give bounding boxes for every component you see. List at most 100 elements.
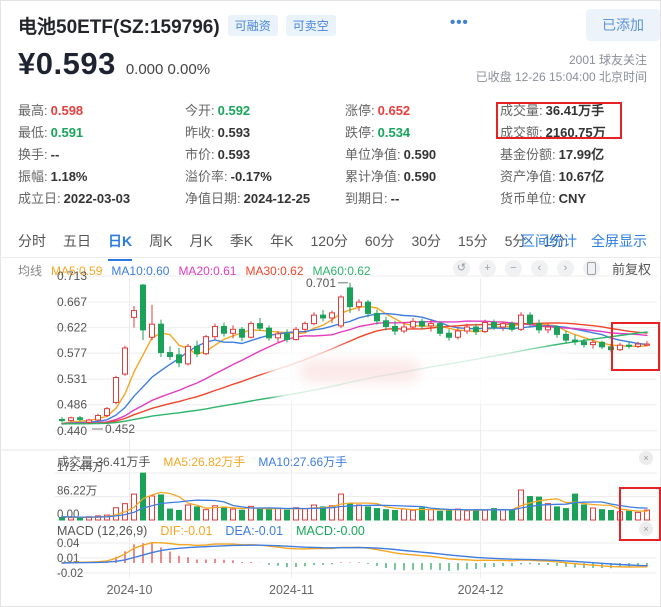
svg-text:0.713: 0.713 (57, 269, 87, 283)
macd-dif-label: DIF:-0.01 (160, 524, 213, 538)
svg-text:0.531: 0.531 (57, 372, 87, 386)
stat-换手: 换手: -- (18, 147, 60, 162)
svg-text:-0.02: -0.02 (57, 568, 83, 580)
volume-ma5-label: MA5:26.82万手 (163, 455, 246, 469)
stat-市价: 市价: 0.593 (185, 147, 251, 162)
stat-溢价率: 溢价率: -0.17% (185, 169, 272, 184)
stat-累计净值: 累计净值: 0.590 (345, 169, 437, 184)
tabs-divider (0, 257, 661, 258)
tab-60分[interactable]: 60分 (364, 233, 395, 249)
market-status: 已收盘 12-26 15:04:00 北京时间 (475, 70, 647, 84)
volume-ma10-label: MA10:27.66万手 (258, 455, 348, 469)
stat-成立日: 成立日: 2022-03-03 (18, 191, 131, 206)
stat-今开: 今开: 0.592 (185, 103, 251, 118)
tab-30分[interactable]: 30分 (411, 233, 442, 249)
tab-日K[interactable]: 日K (108, 231, 133, 261)
svg-text:0.452: 0.452 (105, 422, 135, 436)
tab-月K[interactable]: 月K (189, 233, 213, 249)
tab-1分[interactable]: 1分 (543, 233, 566, 249)
range-stats-link[interactable]: 区间统计 (521, 233, 577, 249)
macd-pane-labels: MACD (12,26,9) DIF:-0.01 DEA:-0.01 MACD:… (57, 524, 365, 538)
svg-text:172.44万: 172.44万 (57, 462, 104, 474)
stat-最低: 最低: 0.591 (18, 125, 84, 140)
tab-分时[interactable]: 分时 (18, 233, 46, 249)
pan-right-icon[interactable]: › (557, 260, 574, 277)
margin-eligible-badge: 可融资 (227, 15, 278, 36)
legend-MA10: MA10:0.60 (111, 263, 170, 278)
short-eligible-badge: 可卖空 (285, 15, 336, 36)
stat-货币单位: 货币单位: CNY (500, 191, 587, 206)
volume-pane-labels: 成交量 36.41万手 MA5:26.82万手 MA10:27.66万手 (57, 453, 347, 470)
stat-跌停: 跌停: 0.534 (345, 125, 411, 140)
svg-text:0.440: 0.440 (57, 424, 87, 438)
svg-text:0.04: 0.04 (57, 538, 80, 550)
stat-涨停: 涨停: 0.652 (345, 103, 411, 118)
price-change: 0.000 0.00% (125, 61, 211, 78)
legend-MA60: MA60:0.62 (312, 263, 371, 278)
legend-MA5: MA5:0.59 (51, 263, 103, 278)
svg-text:0.486: 0.486 (57, 398, 87, 412)
price-block: ¥0.593 0.000 0.00% (18, 46, 210, 82)
volume-label: 成交量 36.41万手 (57, 455, 151, 469)
stat-基金份额: 基金份额: 17.99亿 (500, 147, 605, 162)
stat-净值日期: 净值日期: 2024-12-25 (185, 191, 311, 206)
svg-text:2024-11: 2024-11 (269, 583, 314, 597)
followers-count: 2001 球友关注 (568, 53, 647, 67)
tab-120分[interactable]: 120分 (310, 233, 348, 249)
tab-年K[interactable]: 年K (270, 233, 294, 249)
market-meta: 2001 球友关注 已收盘 12-26 15:04:00 北京时间 (476, 52, 647, 86)
svg-text:0.701: 0.701 (306, 276, 336, 290)
svg-text:2024-12: 2024-12 (458, 583, 504, 597)
reset-zoom-icon[interactable]: ↺ (453, 260, 470, 277)
timeframe-tabs: 分时 五日 日K 周K 月K 季K 年K 120分 60分 30分 15分 5分 1分 (18, 231, 643, 261)
stats-column-3: 涨停: 0.652 跌停: 0.534 单位净值: 0.590 累计净值: 0.590 到期日:… (345, 100, 500, 210)
svg-text:0.667: 0.667 (57, 295, 87, 309)
more-menu-icon[interactable]: ••• (450, 14, 469, 31)
adjust-mode-toggle[interactable]: 前复权 (612, 262, 652, 277)
chart-links: 区间统计 全屏显示 (521, 231, 647, 251)
macd-title-label: MACD (12,26,9) (57, 524, 148, 538)
tab-15分[interactable]: 15分 (458, 233, 488, 249)
page-title: 电池50ETF(SZ:159796) (18, 17, 220, 38)
svg-text:2024-10: 2024-10 (107, 583, 153, 597)
volume-pane-close-icon[interactable]: × (639, 451, 653, 465)
phone-icon (587, 262, 596, 275)
tab-周K[interactable]: 周K (149, 233, 173, 249)
macd-pane-close-icon[interactable]: × (639, 522, 653, 536)
added-button[interactable]: 已添加 (586, 9, 660, 41)
stat-到期日: 到期日: -- (345, 191, 400, 206)
stat-成交量: 成交量: 36.41万手 (500, 103, 605, 118)
svg-text:0.577: 0.577 (57, 346, 87, 360)
header: 电池50ETF(SZ:159796) 可融资 可卖空 (18, 12, 336, 39)
stat-最高: 最高: 0.598 (18, 103, 84, 118)
stat-单位净值: 单位净值: 0.590 (345, 147, 437, 162)
chart-toolbar: ↺ + − ‹ › 前复权 (453, 259, 651, 278)
svg-text:0.622: 0.622 (57, 321, 87, 335)
current-price: ¥0.593 (18, 46, 116, 81)
stat-资产净值: 资产净值: 10.67亿 (500, 169, 605, 184)
zoom-in-icon[interactable]: + (479, 260, 496, 277)
mobile-view-icon[interactable] (583, 260, 600, 277)
tab-5分[interactable]: 5分 (504, 233, 527, 249)
stat-成交额: 成交额: 2160.75万 (500, 125, 606, 140)
legend-MA20: MA20:0.61 (178, 263, 237, 278)
stat-振幅: 振幅: 1.18% (18, 169, 88, 184)
tab-季K[interactable]: 季K (229, 233, 254, 249)
svg-text:86.22万: 86.22万 (57, 486, 97, 498)
legend-MA30: MA30:0.62 (245, 263, 304, 278)
macd-dea-label: DEA:-0.01 (225, 524, 284, 538)
macd-value-label: MACD:-0.00 (296, 524, 365, 538)
stats-grid: 最高: 0.598 最低: 0.591 换手: -- 振幅: 1.18% 成立日: 2022-03… (18, 100, 648, 210)
stat-昨收: 昨收: 0.593 (185, 125, 251, 140)
ma-legend: 均线 MA5:0.59 MA10:0.60 MA20:0.61 MA30:0.62 MA6… (18, 262, 371, 279)
stats-column-1: 最高: 0.598 最低: 0.591 换手: -- 振幅: 1.18% 成立日: 2022-03… (18, 100, 185, 210)
pan-left-icon[interactable]: ‹ (531, 260, 548, 277)
zoom-out-icon[interactable]: − (505, 260, 522, 277)
fullscreen-link[interactable]: 全屏显示 (591, 233, 647, 249)
stats-column-4: 成交量: 36.41万手 成交额: 2160.75万 基金份额: 17.99亿 资产净值: 1… (500, 100, 648, 210)
tab-五日[interactable]: 五日 (63, 233, 91, 249)
stats-column-2: 今开: 0.592 昨收: 0.593 市价: 0.593 溢价率: -0.17% 净值日期: 2… (185, 100, 345, 210)
ma-legend-prefix: 均线 (18, 264, 43, 278)
